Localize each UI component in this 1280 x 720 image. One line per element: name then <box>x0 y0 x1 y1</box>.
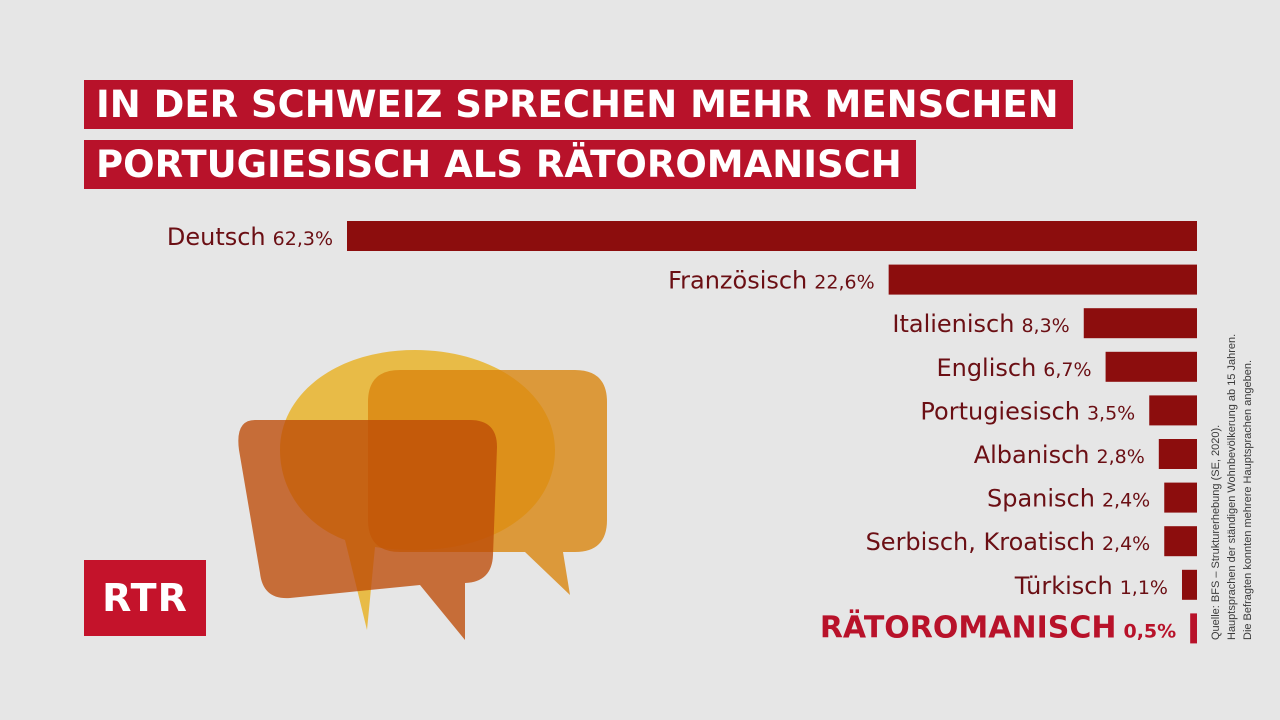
source-note: Quelle: BFS – Strukturerhebung (SE, 2020… <box>1208 280 1256 640</box>
bar-label-4: Portugiesisch 3,5% <box>920 397 1135 425</box>
title-line-2: PORTUGIESISCH ALS RÄTOROMANISCH <box>84 140 916 189</box>
value-label: 1,1% <box>1120 577 1168 599</box>
category-label: Spanisch <box>987 485 1095 513</box>
bar-label-0: Deutsch 62,3% <box>167 223 333 251</box>
value-label: 2,4% <box>1102 490 1150 512</box>
category-label: RÄTOROMANISCH <box>820 609 1117 645</box>
value-label: 0,5% <box>1123 620 1176 642</box>
value-label: 8,3% <box>1021 315 1069 337</box>
rtr-logo: RTR <box>84 560 206 636</box>
category-label: Portugiesisch <box>920 397 1080 425</box>
bar-label-8: Türkisch 1,1% <box>1014 572 1168 600</box>
bar-9 <box>1190 613 1197 644</box>
bar-0 <box>347 221 1197 251</box>
title-line-1: IN DER SCHWEIZ SPRECHEN MEHR MENSCHEN <box>84 80 1073 129</box>
bar-label-2: Italienisch 8,3% <box>892 310 1069 338</box>
category-label: Türkisch <box>1014 572 1113 600</box>
bar-label-1: Französisch 22,6% <box>668 267 875 295</box>
bar-6 <box>1164 482 1197 513</box>
source-line-3: Die Befragten konnten mehrere Hauptsprac… <box>1242 359 1254 640</box>
category-label: Italienisch <box>892 310 1014 338</box>
bar-4 <box>1149 395 1197 426</box>
bar-label-6: Spanisch 2,4% <box>987 485 1150 513</box>
source-line-1: Quelle: BFS – Strukturerhebung (SE, 2020… <box>1210 424 1222 640</box>
value-label: 22,6% <box>814 272 874 294</box>
bar-5 <box>1158 439 1197 469</box>
speech-bubbles-icon <box>238 350 607 640</box>
category-label: Serbisch, Kroatisch <box>866 528 1095 556</box>
bar-label-7: Serbisch, Kroatisch 2,4% <box>866 528 1151 556</box>
category-label: Deutsch <box>167 223 266 251</box>
bar-3 <box>1105 351 1197 382</box>
bar-label-5: Albanisch 2,8% <box>974 441 1145 469</box>
value-label: 3,5% <box>1087 402 1135 424</box>
bar-label-9: RÄTOROMANISCH 0,5% <box>820 609 1176 645</box>
value-label: 2,8% <box>1097 446 1145 468</box>
value-label: 2,4% <box>1102 533 1150 555</box>
bar-2 <box>1083 308 1197 339</box>
value-label: 62,3% <box>273 228 333 250</box>
bar-7 <box>1164 526 1197 557</box>
category-label: Albanisch <box>974 441 1090 469</box>
category-label: Französisch <box>668 267 807 295</box>
bar-1 <box>888 264 1197 295</box>
bar-8 <box>1181 569 1197 600</box>
source-line-2: Hauptsprachen der ständigen Wohnbevölker… <box>1226 333 1238 640</box>
category-label: Englisch <box>936 354 1036 382</box>
bar-label-3: Englisch 6,7% <box>936 354 1091 382</box>
value-label: 6,7% <box>1043 359 1091 381</box>
